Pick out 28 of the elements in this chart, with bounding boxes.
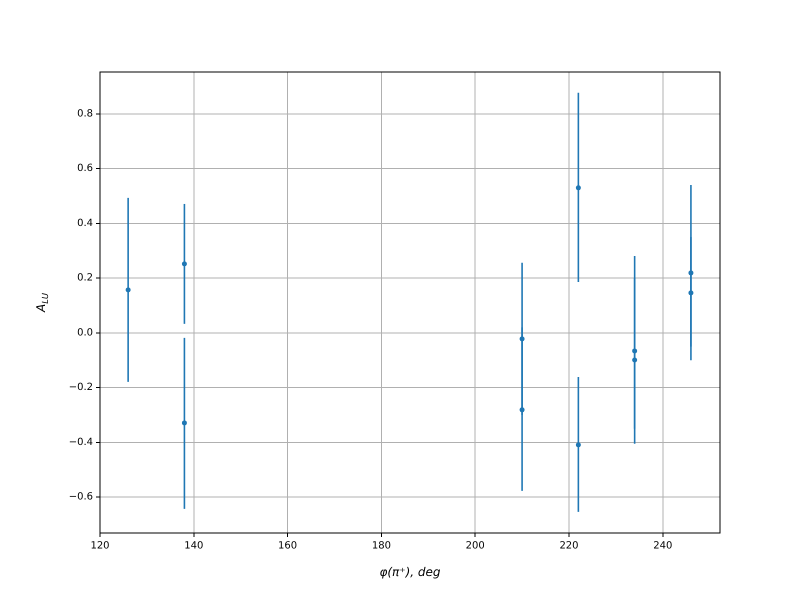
x-tick-label: 120 — [90, 540, 110, 552]
x-tick-label: 180 — [372, 540, 391, 552]
point — [182, 420, 187, 426]
y-tick-label: 0.4 — [77, 218, 93, 229]
point — [576, 185, 581, 190]
x-tick-label: 240 — [653, 540, 672, 552]
point — [520, 407, 525, 412]
point — [632, 348, 638, 354]
x-tick-label: 160 — [278, 540, 298, 552]
y-tick-label: 0.0 — [77, 327, 93, 338]
y-tick-label: −0.2 — [68, 382, 93, 394]
y-tick-label: 0.2 — [77, 272, 93, 284]
y-tick-label: 0.6 — [77, 163, 93, 174]
y-tick-label: −0.6 — [68, 492, 93, 503]
point — [576, 442, 581, 448]
point — [632, 357, 638, 362]
x-tick-label: 200 — [466, 540, 485, 552]
point — [182, 261, 187, 266]
x-tick-label: 220 — [559, 540, 579, 552]
point — [126, 287, 131, 292]
point — [688, 270, 694, 276]
point — [688, 290, 694, 296]
y-tick-label: −0.4 — [68, 436, 93, 448]
x-axis-title: φ(π⁺), deg — [379, 565, 441, 580]
point — [520, 336, 525, 342]
y-tick-label: 0.8 — [77, 108, 93, 120]
x-tick-label: 140 — [184, 540, 204, 552]
y-axis-title: ALU — [34, 292, 50, 313]
